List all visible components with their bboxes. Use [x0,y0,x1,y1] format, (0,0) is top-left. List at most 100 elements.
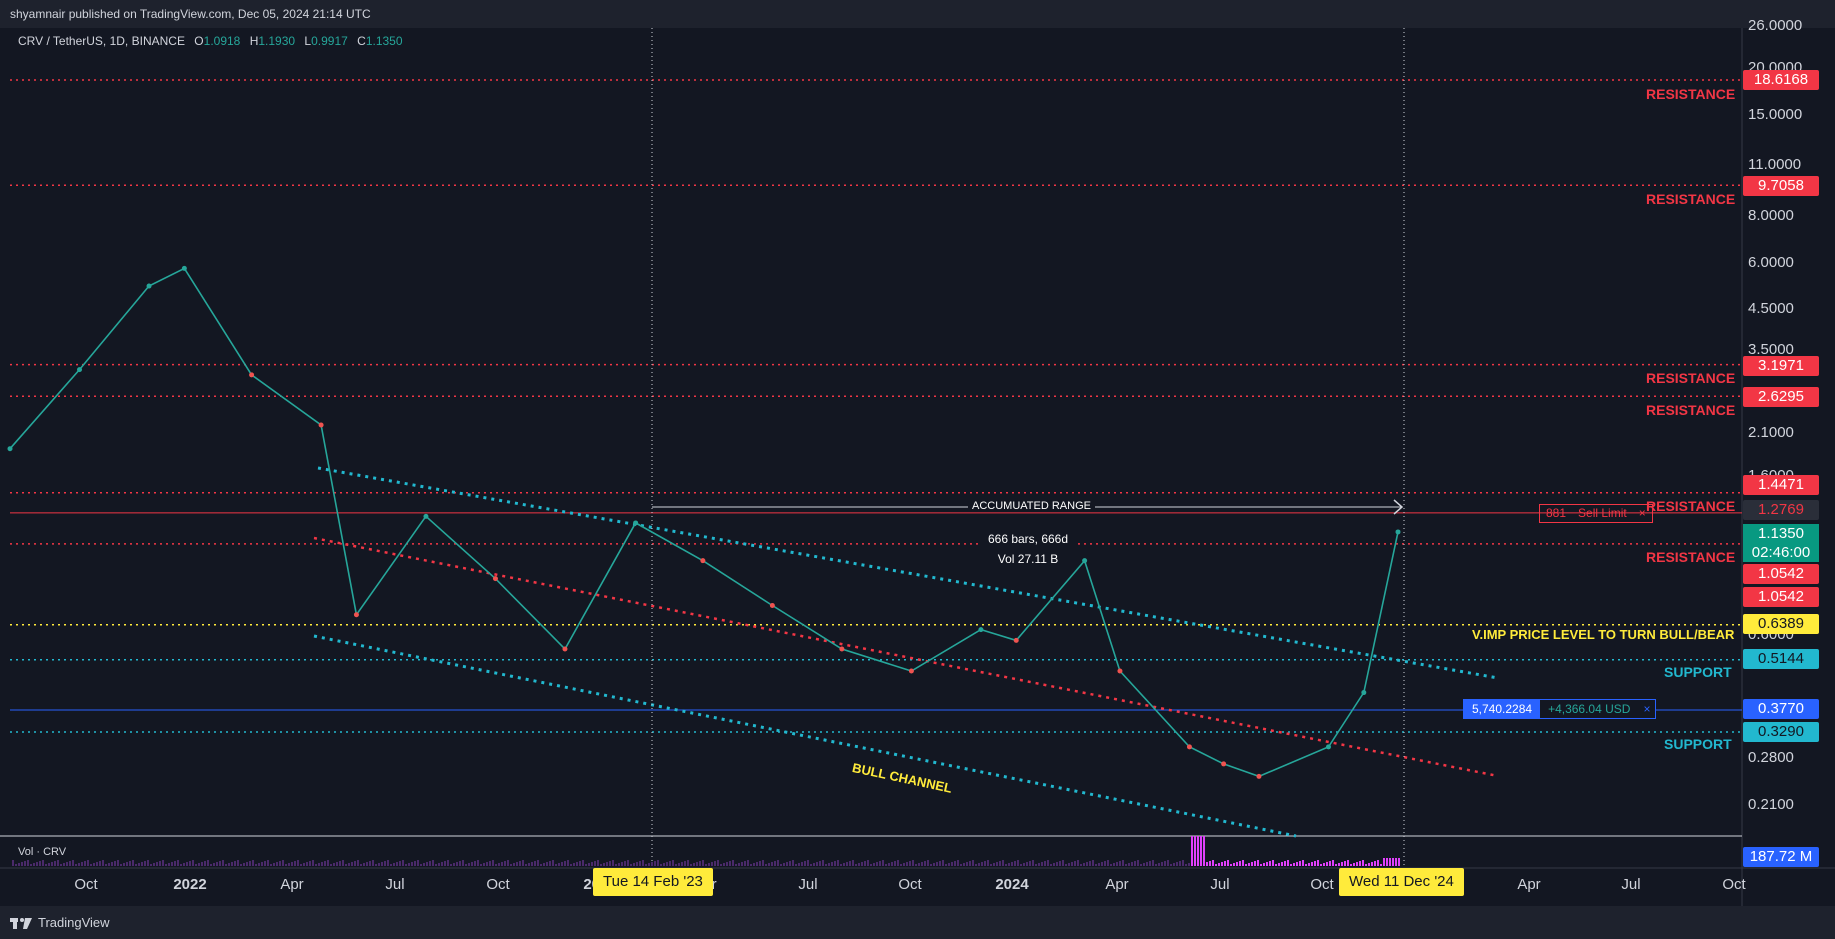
time-axis-tick: Oct [74,876,98,893]
volume-bar [255,864,257,866]
volume-bar [675,864,677,866]
close-icon[interactable]: × [1638,506,1646,520]
open-value: 1.0918 [203,34,241,48]
price-point [1361,690,1367,696]
volume-bar [837,860,839,866]
volume-bar [657,860,659,866]
volume-bar [528,863,530,866]
volume-bar [195,864,197,866]
volume-bar [1344,861,1346,866]
volume-bar [411,862,413,866]
volume-bar [258,863,260,866]
volume-bar [537,860,539,866]
volume-bar [1008,863,1010,866]
channel-mid-line [313,536,1499,778]
volume-bar [540,864,542,866]
volume-bar [81,862,83,866]
volume-bar [801,862,803,866]
last-price-tag: 1.1350 02:46:00 [1743,524,1819,562]
volume-bar [702,860,704,866]
volume-bar [1134,861,1136,866]
volume-bar [636,862,638,866]
volume-bar [951,862,953,866]
volume-bar [615,864,617,866]
volume-bar [108,863,110,866]
volume-bar [1014,861,1016,866]
time-axis-tick: 2022 [173,876,207,893]
volume-bar [318,863,320,866]
volume-bar [966,862,968,866]
volume-bar [498,863,500,866]
symbol-legend: CRV / TetherUS, 1D, BINANCE O1.0918 H1.1… [18,34,403,48]
volume-bar [867,860,869,866]
volume-bar [744,861,746,866]
volume-bar [1323,863,1325,866]
volume-bar [90,864,92,866]
volume-bar [924,861,926,866]
time-axis-tick: Apr [1105,876,1129,893]
tradingview-logo[interactable]: TradingView [10,906,110,939]
volume-bar [1371,862,1373,866]
volume-bar [1227,860,1229,866]
volume-bar [1059,861,1061,866]
volume-bar [450,864,452,866]
volume-bar [651,862,653,866]
volume-bar [66,862,68,866]
price-point [1395,529,1401,535]
close-icon[interactable]: × [1638,700,1656,718]
volume-bar [831,862,833,866]
volume-bar [327,860,329,866]
volume-bar [849,861,851,866]
volume-bar [648,863,650,866]
volume-bar [555,864,557,866]
price-point [1325,744,1331,750]
price-axis-tick: 11.0000 [1748,156,1802,173]
volume-bar [930,864,932,866]
volume-bar [558,863,560,866]
volume-bar [942,860,944,866]
volume-bar [465,864,467,866]
volume-bar [504,861,506,866]
volume-bar [1050,864,1052,866]
volume-bar [1212,860,1214,866]
symbol-name[interactable]: CRV / TetherUS, 1D, BINANCE [18,34,185,48]
close-value: 1.1350 [365,34,403,48]
price-axis-tick: 15.0000 [1748,105,1803,123]
volume-bar [720,864,722,866]
volume-bar [1194,836,1196,866]
volume-bar [582,860,584,866]
volume-bar [1104,861,1106,866]
volume-bar [1071,862,1073,866]
volume-bar [423,863,425,866]
volume-bar [795,864,797,866]
volume-bar [1053,863,1055,866]
volume-bar [1080,864,1082,866]
volume-bar [1185,864,1187,866]
volume-bar [696,862,698,866]
time-axis-tick: 2024 [995,876,1029,893]
price-series-line [9,267,1399,778]
volume-bar [594,861,596,866]
volume-bar [687,860,689,866]
time-axis-tick: Oct [898,876,922,893]
price-axis-tick: 0.2800 [1748,749,1794,767]
volume-bar [306,862,308,866]
volume-bar [714,861,716,866]
price-point [1186,744,1192,750]
volume-bar [267,860,269,866]
price-point [318,422,324,428]
sell-limit-order[interactable]: 881 Sell Limit × [1539,504,1653,523]
volume-bar [300,864,302,866]
volume-bar [294,861,296,866]
volume-bar [813,863,815,866]
volume-bar [606,862,608,866]
low-value: 0.9917 [311,34,348,48]
volume-bar [708,863,710,866]
volume-bar [963,863,965,866]
volume-bar [162,860,164,866]
volume-bar [918,863,920,866]
position-line[interactable]: 5,740.2284 +4,366.04 USD × [1463,699,1657,719]
volume-bar [168,863,170,866]
chart-canvas[interactable] [0,28,1835,906]
volume-bar [114,861,116,866]
